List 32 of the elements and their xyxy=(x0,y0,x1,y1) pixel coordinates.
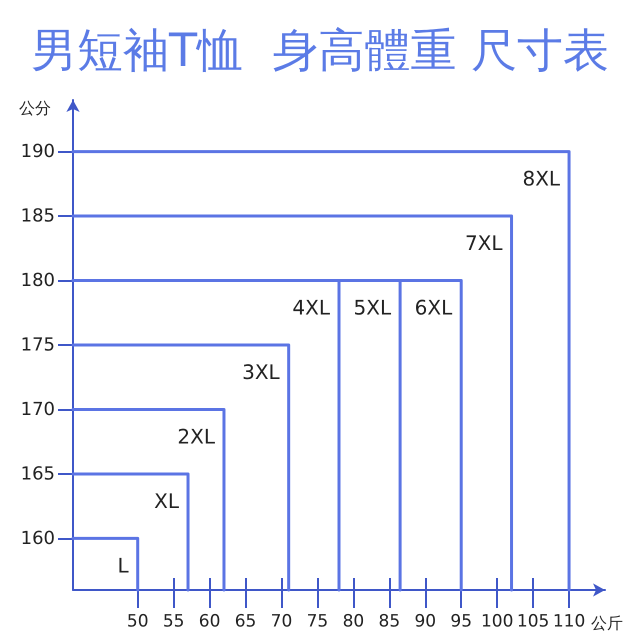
x-axis-title: 公斤 xyxy=(591,614,624,632)
x-tick-label: 55 xyxy=(162,612,184,632)
series-label: 5XL xyxy=(354,296,392,320)
y-tick-label: 190 xyxy=(20,141,55,162)
x-tick-label: 105 xyxy=(516,612,550,632)
y-tick-label: 180 xyxy=(20,270,55,292)
series-label: 8XL xyxy=(522,166,561,191)
y-tick-label: 175 xyxy=(20,334,55,356)
y-tick-label: 170 xyxy=(20,398,55,420)
series-label: 7XL xyxy=(464,231,504,256)
x-tick-label: 60 xyxy=(198,612,220,632)
series-label: 2XL xyxy=(177,424,216,448)
x-tick-label: 100 xyxy=(480,612,514,632)
y-tick-label: 185 xyxy=(20,206,55,227)
x-tick-label: 50 xyxy=(126,612,149,632)
x-tick-label: 80 xyxy=(342,612,364,632)
x-tick-label: 70 xyxy=(270,612,292,632)
chart-title: 男短袖T恤 身高體重 尺寸表 xyxy=(31,23,609,77)
y-axis-title: 公分 xyxy=(19,98,51,118)
x-tick-label: 90 xyxy=(414,612,436,632)
y-tick-label: 160 xyxy=(20,528,55,549)
x-tick-label: 85 xyxy=(378,612,400,632)
series-label: L xyxy=(118,553,130,578)
y-tick-label: 165 xyxy=(20,463,55,484)
x-tick-label: 95 xyxy=(450,612,472,632)
series-label: XL xyxy=(154,488,180,513)
x-tick-label: 65 xyxy=(234,612,256,632)
series-label: 4XL xyxy=(292,296,331,320)
x-tick-label: 110 xyxy=(552,612,586,632)
series-label: 6XL xyxy=(414,296,454,320)
x-tick-label: 75 xyxy=(306,612,328,632)
series-label: 3XL xyxy=(242,360,281,384)
